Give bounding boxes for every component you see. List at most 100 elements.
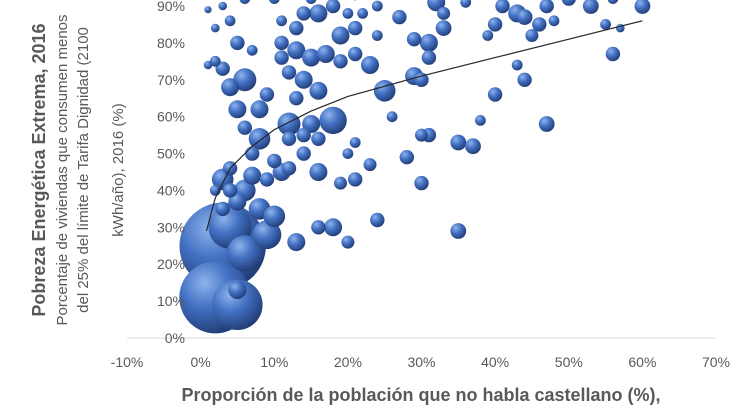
data-bubble	[415, 128, 428, 142]
data-bubble	[348, 46, 363, 62]
y-tick-label: 10%	[157, 293, 185, 309]
y-axis-title-line-4: kWh/año), 2016 (%)	[110, 103, 127, 236]
data-bubble	[348, 172, 363, 187]
data-bubble	[305, 0, 317, 4]
data-bubble	[460, 0, 472, 8]
data-bubble	[495, 0, 510, 14]
data-bubble	[204, 6, 212, 14]
data-bubble	[281, 161, 297, 176]
data-bubble	[361, 56, 379, 74]
y-tick-labels: 0% 10% 20% 30% 40% 50% 60% 70% 80% 90%	[157, 0, 185, 346]
data-bubble	[259, 87, 275, 102]
data-bubble	[245, 146, 260, 161]
data-bubble	[538, 116, 555, 132]
data-bubble	[333, 54, 348, 69]
y-tick-label: 40%	[157, 182, 185, 198]
data-bubble	[215, 201, 230, 217]
data-bubble	[319, 106, 347, 135]
data-bubble	[605, 46, 621, 62]
x-tick-label: 20%	[334, 354, 362, 370]
bubbles-layer	[179, 0, 651, 334]
data-bubble	[224, 15, 236, 27]
data-bubble	[437, 6, 451, 20]
data-bubble	[392, 9, 407, 25]
y-tick-label: 0%	[165, 330, 185, 346]
x-tick-label: 10%	[260, 354, 288, 370]
data-bubble	[274, 35, 289, 51]
data-bubble	[267, 153, 282, 169]
data-bubble	[289, 20, 304, 36]
data-bubble	[228, 100, 247, 119]
x-tick-label: 30%	[407, 354, 435, 370]
data-bubble	[287, 41, 306, 60]
x-tick-label: 0%	[190, 354, 210, 370]
y-axis-title-line-1: Pobreza Energética Extrema, 2016	[29, 23, 49, 316]
data-bubble	[325, 0, 341, 14]
data-bubble	[311, 220, 326, 235]
y-tick-label: 60%	[157, 109, 185, 125]
data-bubble	[548, 15, 560, 27]
x-tick-label: 70%	[702, 354, 730, 370]
data-bubble	[371, 0, 383, 12]
data-bubble	[239, 0, 251, 4]
data-bubble	[309, 81, 328, 100]
data-bubble	[419, 33, 438, 52]
data-bubble	[302, 48, 321, 67]
data-bubble	[302, 115, 321, 133]
data-bubble	[209, 55, 221, 67]
data-bubble	[309, 163, 328, 181]
data-bubble	[281, 65, 297, 80]
data-bubble	[226, 235, 263, 272]
data-bubble	[348, 20, 363, 36]
data-bubble	[259, 172, 275, 187]
data-bubble	[450, 223, 467, 239]
data-bubble	[334, 176, 347, 190]
data-bubble	[222, 183, 238, 198]
data-bubble	[482, 30, 494, 41]
data-bubble	[289, 91, 304, 106]
data-bubble	[349, 137, 361, 148]
data-bubble	[363, 158, 377, 172]
data-bubble	[386, 111, 398, 123]
x-axis-title: Proporción de la población que no habla …	[181, 385, 660, 405]
data-bubble	[399, 150, 414, 165]
data-bubble	[450, 134, 467, 151]
data-bubble	[342, 7, 354, 19]
data-bubble	[294, 70, 313, 89]
data-bubble	[263, 205, 286, 228]
y-tick-label: 70%	[157, 72, 185, 88]
data-bubble	[228, 281, 247, 299]
data-bubble	[532, 17, 547, 32]
data-bubble	[370, 212, 385, 228]
data-bubble	[246, 44, 258, 56]
data-bubble	[237, 120, 252, 135]
y-tick-label: 30%	[157, 219, 185, 235]
data-bubble	[414, 72, 429, 88]
data-bubble	[276, 15, 287, 27]
data-bubble	[582, 0, 599, 14]
data-bubble	[539, 0, 554, 14]
data-bubble	[311, 131, 326, 146]
data-bubble	[252, 220, 282, 250]
data-bubble	[475, 115, 486, 126]
data-bubble	[421, 50, 437, 65]
data-bubble	[511, 59, 523, 71]
data-bubble	[211, 23, 220, 33]
y-axis-title-line-3: del 25% del límite de Tarifa Dignidad (2…	[75, 27, 92, 313]
data-bubble	[414, 175, 429, 191]
data-bubble	[243, 166, 262, 185]
x-tick-label: 50%	[555, 354, 583, 370]
data-bubble	[465, 138, 481, 155]
data-bubble	[309, 4, 328, 23]
data-bubble	[281, 131, 297, 146]
data-bubble	[517, 72, 532, 88]
data-bubble	[296, 6, 311, 21]
data-bubble	[371, 30, 383, 41]
data-bubble	[487, 17, 503, 32]
data-bubble	[406, 32, 422, 47]
data-bubble	[634, 0, 651, 14]
data-bubble	[296, 127, 311, 143]
data-bubble	[296, 146, 311, 161]
y-tick-label: 20%	[157, 256, 185, 272]
